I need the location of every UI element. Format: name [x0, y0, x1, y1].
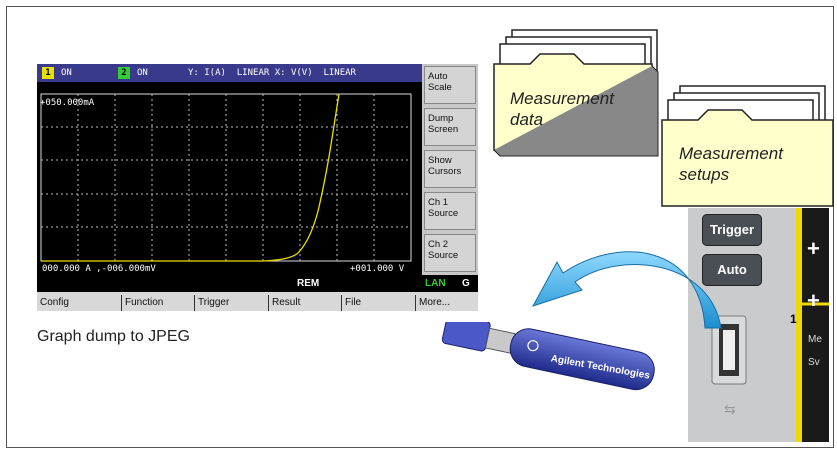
- remote-status-bar: REM LAN G: [37, 275, 478, 292]
- softkey-ch1-source[interactable]: Ch 1 Source: [424, 192, 476, 230]
- lan-indicator: LAN: [425, 278, 446, 289]
- softkey-ch2-source[interactable]: Ch 2 Source: [424, 234, 476, 272]
- channel-number: 1: [790, 312, 797, 326]
- measurement-data-folder-icon: [493, 29, 659, 157]
- measurement-data-label: Measurement data: [510, 89, 614, 129]
- trigger-button[interactable]: Trigger: [702, 214, 762, 246]
- plot-grid: [40, 93, 412, 262]
- x-max-label: +001.000 V: [350, 264, 405, 274]
- measurement-setups-label: Measurement setups: [679, 144, 783, 184]
- transfer-arrow-icon: [531, 251, 722, 329]
- axes-label: Y: I(A) LINEAR X: V(V) LINEAR: [188, 68, 356, 78]
- instrument-screen: 1 ON 2 ON Y: I(A) LINEAR X: V(V) LINEAR: [37, 64, 478, 311]
- fkey-file[interactable]: File: [341, 295, 361, 311]
- g-indicator: G: [462, 278, 470, 289]
- channel-2-state: ON: [137, 68, 148, 78]
- status-bar: 1 ON 2 ON Y: I(A) LINEAR X: V(V) LINEAR: [37, 64, 422, 82]
- y-max-label: +050.000mA: [40, 98, 95, 108]
- graph: [40, 93, 412, 262]
- auto-button[interactable]: Auto: [702, 254, 762, 286]
- plot-area: [37, 82, 422, 275]
- fkey-config[interactable]: Config: [40, 297, 69, 308]
- rem-indicator: REM: [297, 278, 320, 289]
- softkey-auto-scale[interactable]: Auto Scale: [424, 66, 476, 104]
- softkey-panel: Auto Scale Dump Screen Show Cursors Ch 1 Sou…: [422, 64, 478, 275]
- measurement-setups-folder-icon: [661, 85, 834, 207]
- fkey-result[interactable]: Result: [268, 295, 300, 311]
- iv-trace: [41, 93, 340, 262]
- channel-1-badge: 1: [42, 67, 54, 79]
- caption: Graph dump to JPEG: [37, 328, 190, 345]
- softkey-dump-screen[interactable]: Dump Screen: [424, 108, 476, 146]
- svg-text:⇆: ⇆: [724, 402, 736, 418]
- panel-side-text: Sv: [808, 357, 820, 368]
- fkey-more[interactable]: More...: [415, 295, 450, 311]
- instrument-front-panel: ⇆: [688, 208, 829, 442]
- panel-side-text: Me: [808, 334, 822, 345]
- x-min-label: 000.000 A ,-006.000mV: [42, 264, 156, 274]
- plus-icon: +: [807, 288, 820, 313]
- fkey-trigger[interactable]: Trigger: [194, 295, 229, 311]
- channel-1-state: ON: [61, 68, 72, 78]
- function-key-bar: Config Function Trigger Result File More…: [37, 292, 478, 311]
- channel-2-badge: 2: [118, 67, 130, 79]
- fkey-function[interactable]: Function: [121, 295, 163, 311]
- softkey-show-cursors[interactable]: Show Cursors: [424, 150, 476, 188]
- usb-flash-drive-icon: [441, 322, 655, 391]
- plus-icon: +: [807, 236, 820, 261]
